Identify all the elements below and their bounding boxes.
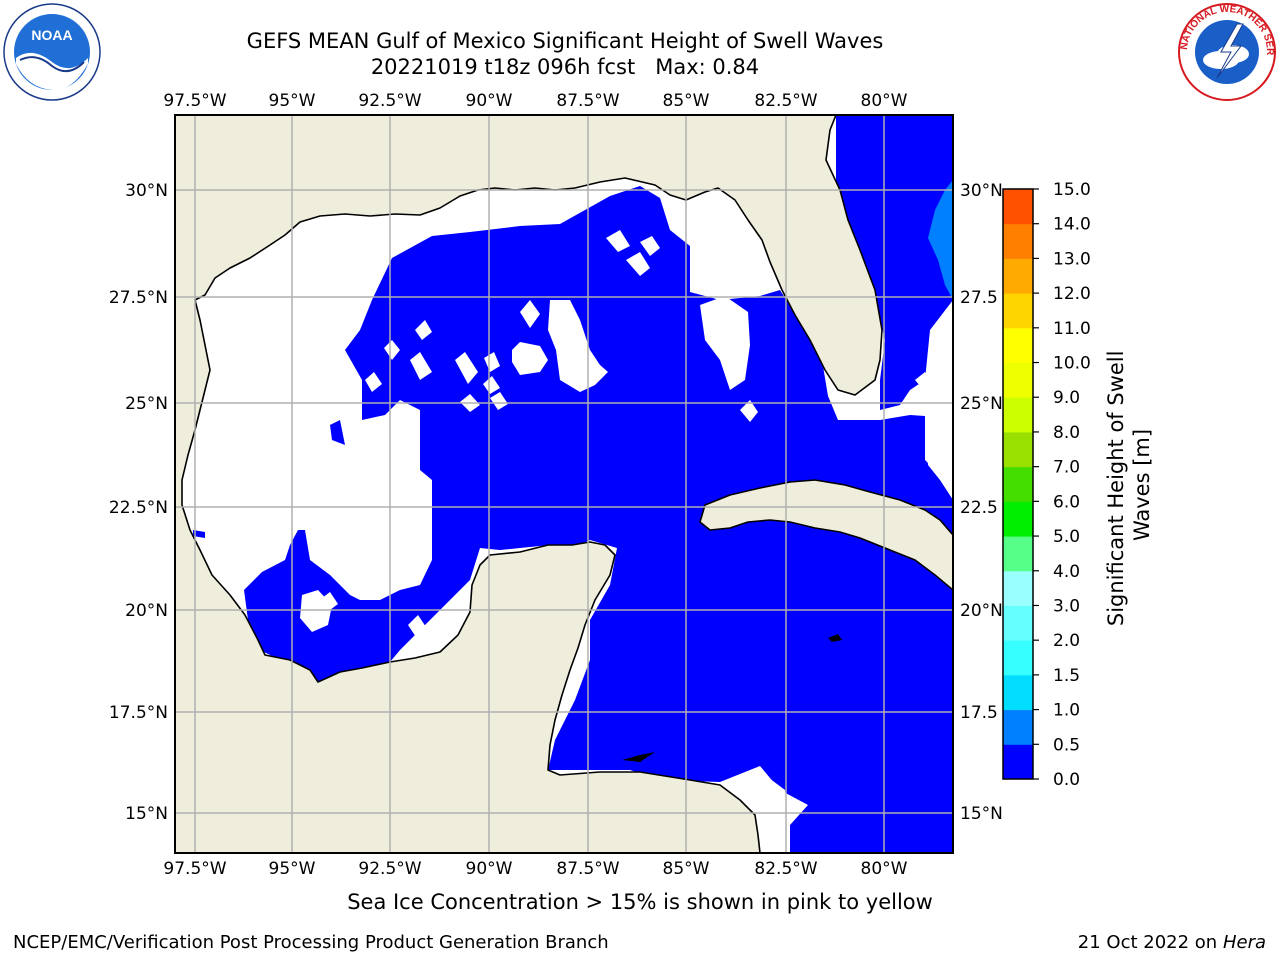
colorbar-segment <box>1003 397 1033 433</box>
colorbar-segment <box>1003 536 1033 572</box>
colorbar-tick-label: 2.0 <box>1053 631 1080 651</box>
colorbar-segment <box>1003 258 1033 294</box>
footer-date: 21 Oct 2022 on Hera <box>1078 932 1266 953</box>
noaa-logo: NOAA <box>3 3 101 101</box>
colorbar-segment <box>1003 431 1033 468</box>
lat-labels-left: 30°N 27.5°N 25°N 22.5°N 20°N 17.5°N 15°N <box>109 181 168 824</box>
lat-label: 22.5 <box>960 498 998 518</box>
colorbar-tick-label: 5.0 <box>1053 527 1080 547</box>
colorbar-tick-label: 12.0 <box>1053 284 1091 304</box>
colorbar-label-line2: Waves [m] <box>1130 429 1154 541</box>
colorbar-segment <box>1003 327 1033 364</box>
lon-label: 92.5°W <box>358 859 421 879</box>
lon-label: 92.5°W <box>358 91 421 111</box>
lat-label: 25°N <box>960 394 1003 414</box>
colorbar-tick-label: 1.0 <box>1053 701 1080 721</box>
lon-labels-bottom: 97.5°W 95°W 92.5°W 90°W 87.5°W 85°W 82.5… <box>163 859 907 879</box>
lat-label: 17.5 <box>960 703 998 723</box>
lon-label: 97.5°W <box>163 91 226 111</box>
colorbar-tick-label: 10.0 <box>1053 354 1091 374</box>
colorbar-segment <box>1003 223 1033 259</box>
lon-label: 82.5°W <box>754 91 817 111</box>
footer-date-text: 21 Oct 2022 on <box>1077 932 1223 953</box>
swell-field-0-0.5m <box>193 115 953 853</box>
lon-label: 90°W <box>466 91 513 111</box>
lat-label: 20°N <box>125 601 168 621</box>
lon-label: 80°W <box>861 91 908 111</box>
noaa-logo-text: NOAA <box>31 27 72 43</box>
islands <box>622 634 842 762</box>
colorbar-tick-label: 8.0 <box>1053 423 1080 443</box>
lat-label: 30°N <box>125 181 168 201</box>
colorbar-segment <box>1003 570 1033 606</box>
sea-ice-note: Sea Ice Concentration > 15% is shown in … <box>347 890 933 914</box>
colorbar-tick-label: 11.0 <box>1053 319 1091 339</box>
lon-label: 95°W <box>269 91 316 111</box>
colorbar-segment <box>1003 709 1033 745</box>
colorbar-segment <box>1003 466 1033 502</box>
lon-labels-top: 97.5°W 95°W 92.5°W 90°W 87.5°W 85°W 82.5… <box>163 91 907 111</box>
colorbar-tick-label: 13.0 <box>1053 249 1091 269</box>
chart-title: GEFS MEAN Gulf of Mexico Significant Hei… <box>246 29 884 53</box>
chart-subtitle: 20221019 t18z 096h fcst Max: 0.84 <box>370 55 760 79</box>
lat-label: 20°N <box>960 601 1003 621</box>
colorbar-tick-label: 6.0 <box>1053 492 1080 512</box>
colorbar-tick-label: 7.0 <box>1053 458 1080 478</box>
colorbar-tick-label: 0.0 <box>1053 770 1080 790</box>
lat-label: 15°N <box>960 804 1003 824</box>
lon-label: 87.5°W <box>556 91 619 111</box>
map-frame <box>174 114 954 854</box>
colorbar-segment <box>1003 674 1033 711</box>
lat-labels-right: 30°N 27.5 25°N 22.5 20°N 17.5 15°N <box>960 181 1003 824</box>
footer-host: Hera <box>1222 932 1266 953</box>
colorbar-tick-label: 0.5 <box>1053 735 1080 755</box>
colorbar-tick-label: 14.0 <box>1053 215 1091 235</box>
colorbar-label: Significant Height of Swell Waves [m] <box>1104 344 1154 626</box>
nws-logo: NATIONAL WEATHER SERVICE <box>1177 2 1276 101</box>
lat-label: 30°N <box>960 181 1003 201</box>
lat-label: 17.5°N <box>109 703 168 723</box>
lon-label: 90°W <box>466 859 513 879</box>
colorbar <box>1002 188 1034 780</box>
lon-label: 95°W <box>269 859 316 879</box>
lat-label: 15°N <box>125 804 168 824</box>
colorbar-tick-label: 3.0 <box>1053 596 1080 616</box>
map-area <box>175 115 953 853</box>
colorbar-ticks: 0.0 0.5 1.0 1.5 2.0 3.0 4.0 5.0 6.0 7.0 8.0 9.0 10.0… <box>1033 180 1091 790</box>
lon-label: 82.5°W <box>754 859 817 879</box>
colorbar-segment <box>1003 362 1033 398</box>
lon-label: 80°W <box>861 859 908 879</box>
colorbar-tick-label: 9.0 <box>1053 388 1080 408</box>
lat-label: 27.5 <box>960 288 998 308</box>
footer-credit: NCEP/EMC/Verification Post Processing Pr… <box>13 932 609 953</box>
colorbar-tick-label: 15.0 <box>1053 180 1091 200</box>
colorbar-tick-label: 1.5 <box>1053 666 1080 686</box>
colorbar-segment <box>1003 640 1033 676</box>
colorbar-tick-label: 4.0 <box>1053 562 1080 582</box>
lon-label: 87.5°W <box>556 859 619 879</box>
lon-label: 97.5°W <box>163 859 226 879</box>
lat-label: 27.5°N <box>109 288 168 308</box>
lon-label: 85°W <box>663 859 710 879</box>
swell-field-gaps <box>300 190 953 835</box>
colorbar-segment <box>1003 605 1033 641</box>
colorbar-label-line1: Significant Height of Swell <box>1104 351 1128 627</box>
lon-label: 85°W <box>663 91 710 111</box>
lat-label: 22.5°N <box>109 498 168 518</box>
gridlines <box>175 115 953 853</box>
colorbar-segment <box>1003 744 1033 780</box>
colorbar-frame <box>1002 188 1034 780</box>
colorbar-segment <box>1003 293 1033 329</box>
colorbar-segment <box>1003 501 1033 537</box>
colorbar-segment <box>1003 189 1033 225</box>
lat-label: 25°N <box>125 394 168 414</box>
